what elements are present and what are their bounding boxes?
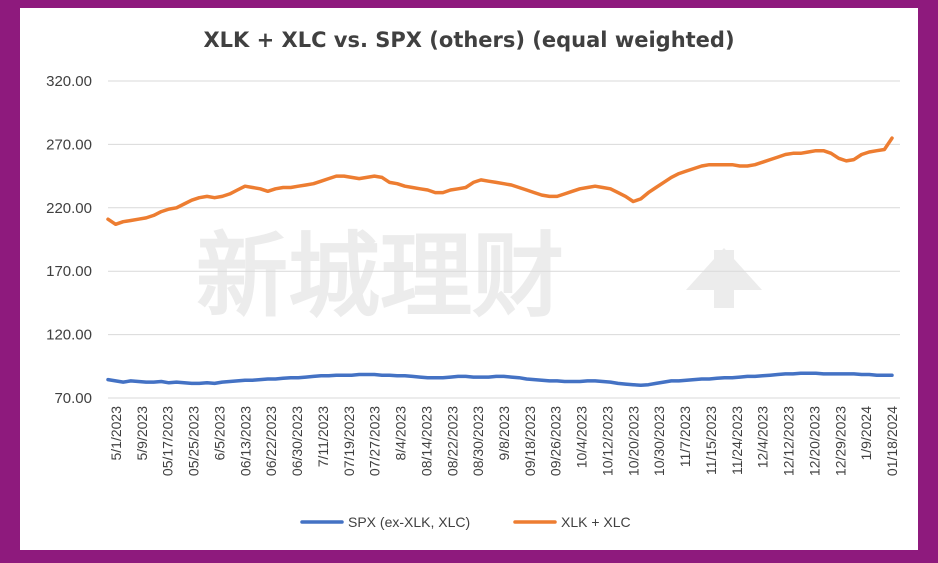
x-tick-label: 10/4/2023 <box>574 406 590 468</box>
x-tick-label: 08/22/2023 <box>444 406 460 476</box>
x-tick-label: 06/22/2023 <box>263 406 279 476</box>
x-tick-label: 06/13/2023 <box>237 406 253 476</box>
y-tick-label: 170.00 <box>46 263 92 280</box>
legend-label: XLK + XLC <box>561 514 631 530</box>
x-tick-label: 8/4/2023 <box>393 406 409 461</box>
x-tick-label: 07/27/2023 <box>367 406 383 476</box>
x-tick-label: 01/18/2024 <box>884 406 900 476</box>
x-tick-label: 11/7/2023 <box>677 406 693 467</box>
legend-label: SPX (ex-XLK, XLC) <box>348 514 470 530</box>
x-tick-label: 1/9/2024 <box>858 406 874 461</box>
x-tick-label: 9/8/2023 <box>496 406 512 461</box>
x-tick-label: 09/18/2023 <box>522 406 538 476</box>
x-tick-label: 11/15/2023 <box>703 406 719 475</box>
chart-title: XLK + XLC vs. SPX (others) (equal weight… <box>203 28 735 52</box>
x-tick-label: 07/19/2023 <box>341 406 357 476</box>
x-tick-label: 10/12/2023 <box>599 406 615 476</box>
chart-frame: XLK + XLC vs. SPX (others) (equal weight… <box>20 8 918 550</box>
x-tick-label: 10/20/2023 <box>625 406 641 476</box>
x-tick-label: 06/30/2023 <box>289 406 305 476</box>
x-tick-label: 11/24/2023 <box>729 406 745 475</box>
x-tick-label: 10/30/2023 <box>651 406 667 476</box>
watermark-text: 新城理财 <box>196 223 564 330</box>
line-chart: 新城理财 320.00 270.00 220.00 170.00 120.00 70.00… <box>46 73 900 530</box>
watermark: 新城理财 <box>196 223 762 330</box>
x-tick-label: 5/1/2023 <box>108 406 124 461</box>
x-tick-label: 08/14/2023 <box>418 406 434 476</box>
x-tick-label: 12/12/2023 <box>781 406 797 476</box>
watermark-arrow-icon <box>686 248 762 308</box>
y-tick-label: 270.00 <box>46 136 92 153</box>
series-line-2 <box>106 136 894 227</box>
x-tick-label: 05/17/2023 <box>160 406 176 476</box>
x-tick-label: 12/29/2023 <box>832 406 848 476</box>
series-line-1 <box>106 371 894 388</box>
x-tick-label: 7/11/2023 <box>315 406 331 467</box>
x-tick-label: 6/5/2023 <box>211 406 227 461</box>
x-tick-label: 08/30/2023 <box>470 406 486 476</box>
x-tick-label: 12/4/2023 <box>755 406 771 468</box>
y-tick-label: 120.00 <box>46 327 92 344</box>
y-tick-label: 320.00 <box>46 73 92 90</box>
y-tick-label: 70.00 <box>54 390 92 407</box>
x-tick-label: 12/20/2023 <box>806 406 822 476</box>
x-tick-label: 5/9/2023 <box>134 406 150 461</box>
x-tick-label: 05/25/2023 <box>186 406 202 476</box>
y-tick-label: 220.00 <box>46 200 92 217</box>
x-tick-label: 09/26/2023 <box>548 406 564 476</box>
